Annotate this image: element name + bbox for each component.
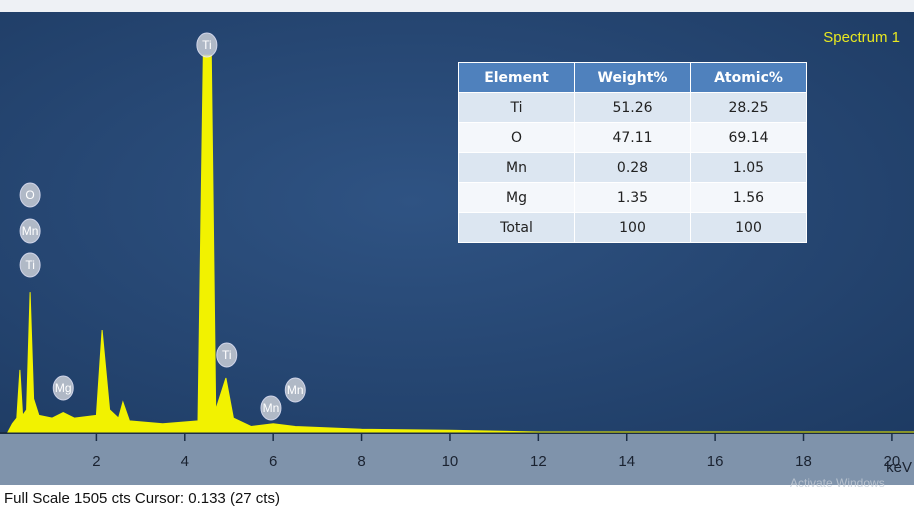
peak-label: Ti: [217, 343, 237, 367]
table-cell: 100: [691, 213, 807, 243]
table-cell: 28.25: [691, 93, 807, 123]
x-tick-label: 16: [707, 453, 724, 470]
table-cell: 100: [575, 213, 691, 243]
peak-label: O: [20, 183, 40, 207]
peak-label: Ti: [197, 33, 217, 57]
table-cell: 1.35: [575, 183, 691, 213]
x-tick-label: 6: [269, 453, 277, 470]
peak-label-text: Mn: [287, 383, 304, 397]
table-cell: 1.05: [691, 153, 807, 183]
status-text: Full Scale 1505 cts Cursor: 0.133 (27 ct…: [4, 490, 280, 507]
peak-label: Mn: [20, 219, 40, 243]
top-bar: [0, 0, 914, 12]
watermark: Activate Windows: [790, 476, 885, 490]
table-cell: Mn: [459, 153, 575, 183]
peak-label-text: Mg: [55, 381, 72, 395]
peak-label-text: Mn: [263, 401, 280, 415]
x-tick-label: 20: [884, 453, 901, 470]
table-cell: 0.28: [575, 153, 691, 183]
x-tick-label: 12: [530, 453, 547, 470]
table-cell: 69.14: [691, 123, 807, 153]
table-cell: Total: [459, 213, 575, 243]
header-cell: Element: [459, 63, 575, 93]
spectrum-title: Spectrum 1: [823, 29, 900, 46]
peak-label-text: O: [25, 188, 34, 202]
table-cell: O: [459, 123, 575, 153]
peak-label-text: Ti: [25, 258, 35, 272]
x-tick-label: 14: [618, 453, 635, 470]
peak-label: Mg: [53, 376, 73, 400]
table-cell: Ti: [459, 93, 575, 123]
x-tick-label: 4: [181, 453, 189, 470]
table-cell: Mg: [459, 183, 575, 213]
header-cell: Weight%: [575, 63, 691, 93]
peak-label: Mn: [285, 378, 305, 402]
peak-label-text: Ti: [222, 348, 232, 362]
x-tick-label: 2: [92, 453, 100, 470]
peak-label: Ti: [20, 253, 40, 277]
x-tick-label: 10: [442, 453, 459, 470]
table-cell: 47.11: [575, 123, 691, 153]
peak-label-text: Mn: [22, 224, 39, 238]
peak-label-text: Ti: [202, 38, 212, 52]
peak-label: Mn: [261, 396, 281, 420]
page: Spectrum 1 keV Activate Windows Full Sca…: [0, 0, 914, 514]
header-cell: Atomic%: [691, 63, 807, 93]
table-cell: 1.56: [691, 183, 807, 213]
x-tick-label: 18: [795, 453, 812, 470]
table-cell: 51.26: [575, 93, 691, 123]
x-tick-label: 8: [357, 453, 365, 470]
